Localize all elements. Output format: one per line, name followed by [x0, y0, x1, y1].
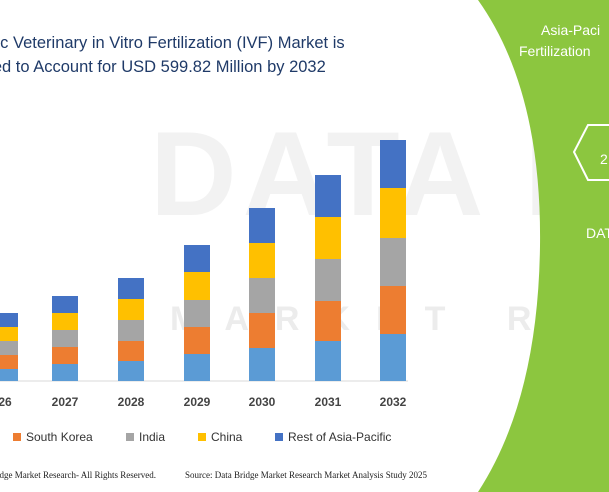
bar-segment — [118, 361, 144, 381]
bar-segment — [0, 341, 18, 355]
bar-segment — [315, 175, 341, 217]
legend-swatch — [275, 433, 283, 441]
bar-segment — [315, 259, 341, 301]
green-side-panel — [478, 0, 609, 492]
bar-segment — [184, 245, 210, 272]
bar-segment — [184, 354, 210, 381]
bar-segment — [118, 341, 144, 361]
bar-segment — [380, 238, 406, 286]
bar-segment — [52, 347, 78, 364]
legend-label: South Korea — [26, 430, 93, 444]
legend-label: China — [211, 430, 243, 444]
bar-segment — [52, 364, 78, 381]
legend-swatch — [126, 433, 134, 441]
bar-segment — [184, 272, 210, 300]
bar-segment — [52, 330, 78, 347]
bar-segment — [0, 327, 18, 341]
x-tick-label: 2027 — [52, 395, 79, 409]
chart-title-line-2: cted to Account for USD 599.82 Million b… — [0, 58, 326, 76]
bar-segment — [118, 320, 144, 341]
bar-segment — [0, 369, 18, 381]
bar-segment — [184, 300, 210, 327]
bar-segment — [380, 140, 406, 188]
bar-segment — [249, 208, 275, 243]
bar-segment — [0, 355, 18, 369]
x-tick-label: 2032 — [380, 395, 407, 409]
x-tick-label: 2028 — [118, 395, 145, 409]
x-tick-label: 2030 — [249, 395, 276, 409]
legend-label: Rest of Asia-Pacific — [288, 430, 391, 444]
legend-label: India — [139, 430, 165, 444]
panel-title-line-1: Asia-Paci — [541, 22, 601, 38]
legend-swatch — [13, 433, 21, 441]
bar-segment — [118, 278, 144, 299]
panel-brand-text: DAT — [586, 225, 609, 241]
bar-segment — [0, 313, 18, 327]
x-tick-label: 2031 — [315, 395, 342, 409]
bar-segment — [249, 278, 275, 313]
bar-segment — [380, 188, 406, 238]
bar-segment — [315, 301, 341, 341]
hexagon-badge-icon — [572, 124, 609, 181]
bar-segment — [249, 313, 275, 348]
panel-hex-value: 2 — [600, 151, 608, 167]
source-footer: Source: Data Bridge Market Research Mark… — [185, 470, 427, 480]
legend-swatch — [198, 433, 206, 441]
panel-title-line-2: Fertilization — [519, 43, 591, 59]
bar-segment — [315, 217, 341, 259]
x-tick-label: 2029 — [184, 395, 211, 409]
bar-segment — [249, 243, 275, 278]
bar-segment — [380, 286, 406, 334]
bar-segment — [118, 299, 144, 320]
x-tick-label: 26 — [0, 395, 12, 409]
bar-segment — [184, 327, 210, 354]
chart-title-line-1: cific Veterinary in Vitro Fertilization … — [0, 34, 345, 52]
bar-segment — [315, 341, 341, 381]
bar-segment — [52, 313, 78, 330]
bar-segment — [52, 296, 78, 313]
bar-segment — [380, 334, 406, 381]
bar-segment — [249, 348, 275, 381]
copyright-footer: Bridge Market Research- All Rights Reser… — [0, 470, 156, 480]
